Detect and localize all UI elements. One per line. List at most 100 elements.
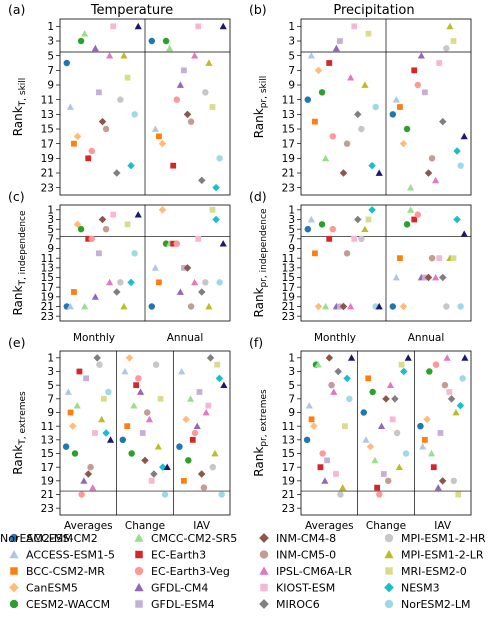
- panel-f-ytick-label: 5: [288, 380, 295, 392]
- panel-c-point-access-cm2: [148, 303, 156, 310]
- legend-marker-nesm3: [384, 582, 394, 593]
- panel-e-point-nesm3: [159, 463, 167, 471]
- panel-d-point-mri-esm2-0: [365, 216, 372, 223]
- panel-f-ylabel: Rankpr, extremes: [252, 389, 269, 477]
- legend-item-noresm2-lm: NorESM2-LM: [384, 598, 471, 611]
- legend-item-inm-cm5-0: INM-CM5-0: [259, 549, 336, 562]
- panel-f-point-gfdl-cm4: [434, 484, 442, 491]
- panel-e-point-miroc6: [206, 354, 215, 362]
- panel-b-point-ec-earth3-veg: [414, 81, 422, 89]
- group-label-annual-right: Annual: [408, 332, 445, 344]
- panel-d-point-miroc6: [439, 273, 447, 282]
- panel-e-point-canesm5: [69, 422, 77, 430]
- panel-f-point-cmcc-cm2-sr5: [314, 361, 322, 368]
- panel-b-point-kiost-esm: [436, 60, 443, 66]
- panel-b-point-mri-esm2-0: [365, 30, 372, 37]
- panel-c-ytick-label: 5: [47, 224, 54, 236]
- panel-e-point-cesm2-waccm: [128, 450, 135, 457]
- panel-d-point-inm-cm4-8: [339, 302, 348, 311]
- panel-e-point-cesm2-waccm: [71, 450, 79, 457]
- legend-label-kiost-esm: KIOST-ESM: [276, 582, 335, 595]
- panel-e-point-cmcc-cm2-sr5: [130, 402, 138, 409]
- panel-f-point-mri-esm2-0: [398, 361, 405, 368]
- panel-b-ytick-label: 21: [282, 168, 295, 180]
- panel-e-point-cesm2-waccm: [185, 457, 192, 464]
- panel-e-point-mri-esm2-0: [214, 361, 221, 368]
- legend-label-gfdl-cm4: GFDL-CM4: [151, 582, 208, 595]
- panel-c-ytick-label: 23: [41, 311, 54, 323]
- panel-c-point-mpi-esm1-2-lr: [120, 302, 128, 310]
- panel-c-ytick-label: 1: [47, 204, 54, 216]
- panel-f-ytick-label: 21: [282, 489, 295, 501]
- panel-a-point-bcc-csm2-mr: [156, 133, 162, 140]
- panel-f-point-gfdl-esm4: [437, 430, 444, 436]
- panel-e-point-gfdl-cm4: [80, 477, 88, 484]
- panel-b-point-cmcc-cm2-sr5: [407, 184, 415, 191]
- panel-b-point-ipsl-cm6a-lr: [432, 176, 440, 184]
- panel-f-point-noresm2-lm: [402, 450, 410, 457]
- group-label-annual-left: Annual: [167, 332, 204, 344]
- panel-f-frame: [300, 350, 472, 516]
- panel-f-point-access-esm1-5: [419, 443, 427, 450]
- panel-f-point-ec-earth3: [374, 484, 381, 491]
- panel-e-point-miroc6: [93, 354, 101, 362]
- panel-c-ytick-label: 13: [41, 262, 54, 274]
- panel-c-point-ec-earth3: [170, 240, 177, 247]
- panel-e-point-gfdl-cm4: [136, 388, 145, 395]
- legend-label-mpi-esm1-2-hr: MPI-ESM1-2-HR: [401, 532, 486, 545]
- legend-label-nesm3: NESM3: [401, 582, 440, 595]
- panel-a-point-inm-cm5-0: [102, 125, 110, 133]
- panel-d-point-canesm5: [314, 302, 323, 311]
- panel-f-point-canesm5: [423, 415, 431, 424]
- panel-a-point-cesm2-waccm: [77, 37, 85, 45]
- panel-a-point-mri-esm2-0: [124, 74, 131, 81]
- panel-c-ytick-label: 11: [41, 253, 54, 265]
- panel-b-point-mpi-esm1-2-hr: [358, 125, 365, 133]
- legend-label-ec-earth3: EC-Earth3: [151, 549, 206, 562]
- panel-c-point-kiost-esm: [110, 211, 117, 218]
- panel-a-point-bcc-csm2-mr: [71, 140, 77, 147]
- panel-a-point-mpi-esm1-2-lr: [205, 59, 213, 66]
- legend-label-mri-esm2-0: MRI-ESM2-0: [401, 565, 467, 578]
- panel-f-point-mpi-esm1-2-hr: [393, 429, 401, 437]
- panel-f-point-cmcc-cm2-sr5: [427, 449, 436, 457]
- panel-a-point-access-esm1-5: [151, 125, 159, 132]
- panel-a-point-ipsl-cm6a-lr: [106, 52, 114, 59]
- panel-e-ytick-label: 7: [47, 393, 54, 405]
- panel-a-point-nesm3: [212, 183, 220, 192]
- panel-d-ytick-label: 15: [282, 272, 295, 284]
- legend-marker-ec-earth3-veg: [134, 566, 144, 576]
- panel-d-point-access-cm2: [389, 303, 397, 310]
- panel-e-point-noresm2-lm: [218, 491, 225, 498]
- panel-e-point-inm-cm4-8: [141, 456, 149, 465]
- panel-b-ytick-label: 19: [282, 153, 295, 165]
- panel-e-point-cmcc-cm2-sr5: [73, 402, 81, 409]
- panel-b-point-bcc-csm2-mr: [312, 118, 318, 125]
- panel-c-ytick-label: 19: [41, 291, 54, 303]
- panel-e-point-access-esm1-5: [178, 367, 186, 375]
- panel-f-point-nesm3: [456, 401, 465, 410]
- panel-c-point-cmcc-cm2-sr5: [81, 302, 89, 310]
- panel-f-point-canesm5: [366, 442, 375, 451]
- panel-d-point-inm-cm4-8: [424, 273, 433, 282]
- panel-f-ytick-label: 1: [288, 352, 295, 364]
- panel-e-point-access-cm2: [62, 443, 70, 450]
- panel-e-ylabel: RankT, extremes: [11, 391, 28, 475]
- panel-d-point-mpi-esm1-2-hr: [443, 303, 450, 310]
- panel-f-ytick-label: 23: [282, 503, 295, 515]
- panel-b-point-bcc-csm2-mr: [397, 104, 403, 110]
- panel-f-point-gfdl-esm4: [324, 457, 331, 464]
- panel-a-point-ec-earth3: [85, 155, 92, 162]
- legend-marker-gfdl-esm4: [135, 600, 143, 608]
- panel-c-point-inm-cm4-8: [98, 215, 107, 224]
- legend-marker-cmcc-cm2-sr5: [134, 533, 144, 542]
- panel-a-point-gfdl-esm4: [96, 89, 102, 96]
- panel-e-point-noresm2-mm: [220, 381, 228, 389]
- panel-c-point-miroc6: [113, 288, 121, 296]
- panel-d-ytick-label: 11: [282, 253, 295, 265]
- panel-b-point-canesm5: [314, 66, 323, 75]
- panel-e-point-ec-earth3: [133, 382, 140, 389]
- panel-e-point-mpi-esm1-2-lr: [154, 443, 162, 450]
- panel-c-ylabel: RankT, independence: [11, 210, 28, 316]
